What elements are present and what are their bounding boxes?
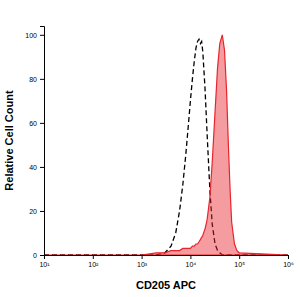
- y-axis: 0 20 40 60 80 100: [25, 27, 44, 259]
- tick-label: 60: [29, 120, 37, 127]
- marks: [44, 35, 288, 255]
- tick-label: 20: [29, 208, 37, 215]
- tick-mark: [40, 211, 44, 212]
- tick-mark: [142, 255, 143, 259]
- tick-mark: [288, 255, 289, 259]
- axis-line: [40, 27, 45, 256]
- x-axis-title: CD205 APC: [136, 279, 196, 291]
- tick-label: 10³: [137, 261, 148, 268]
- tick-mark: [40, 255, 44, 256]
- histogram-line: [44, 39, 288, 255]
- tick: 10³: [137, 255, 148, 268]
- y-axis-title: Relative Cell Count: [3, 90, 15, 191]
- tick: 10¹: [39, 255, 50, 268]
- tick-label: 10⁴: [186, 261, 197, 268]
- tick: 60: [29, 120, 44, 127]
- tick-mark: [190, 255, 191, 259]
- x-axis: 10¹ 10² 10³ 10⁴ 10⁵ 10⁶: [39, 255, 294, 268]
- histogram-area: [44, 35, 288, 255]
- tick: 10⁶: [283, 255, 294, 268]
- tick-label: 10¹: [39, 261, 50, 268]
- tick-mark: [239, 255, 240, 259]
- tick: 80: [29, 76, 44, 83]
- tick-label: 80: [29, 76, 37, 83]
- tick-mark: [40, 123, 44, 124]
- tick: 10⁴: [186, 255, 197, 268]
- tick-label: 10⁵: [234, 261, 245, 268]
- tick-label: 40: [29, 164, 37, 171]
- tick-label: 100: [25, 32, 37, 39]
- tick: 20: [29, 208, 44, 215]
- tick-label: 10⁶: [283, 261, 294, 268]
- tick-mark: [40, 35, 44, 36]
- tick-mark: [93, 255, 94, 259]
- axis-line: [45, 256, 289, 260]
- tick-label: 0: [33, 252, 37, 259]
- tick: 100: [25, 32, 44, 39]
- tick-mark: [40, 167, 44, 168]
- tick: 40: [29, 164, 44, 171]
- tick: 10⁵: [234, 255, 245, 268]
- tick: 10²: [88, 255, 99, 268]
- chart: 10¹ 10² 10³ 10⁴ 10⁵ 10⁶ 0 20 40 60 80 100 CD205 APC R…: [0, 0, 300, 297]
- tick: 0: [33, 252, 44, 259]
- tick-mark: [40, 79, 44, 80]
- plot: 10¹ 10² 10³ 10⁴ 10⁵ 10⁶ 0 20 40 60 80 100: [25, 27, 294, 268]
- tick-label: 10²: [88, 261, 99, 268]
